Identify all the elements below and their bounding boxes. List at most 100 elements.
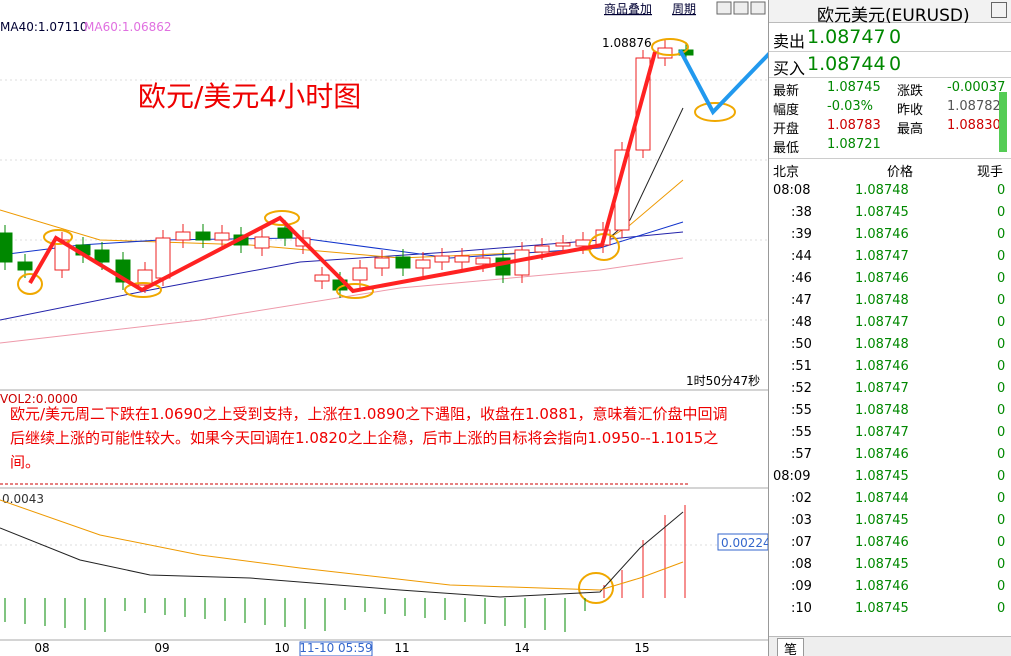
candle	[555, 242, 571, 247]
tick-time: :09	[791, 579, 812, 594]
candle	[0, 232, 13, 263]
tick-price: 1.08747	[855, 425, 909, 440]
tick-time: :47	[791, 293, 812, 308]
tick-price: 1.08748	[855, 403, 909, 418]
sell-price: 1.08747	[807, 26, 886, 48]
tick-qty: 0	[997, 293, 1006, 308]
tick-time: :55	[791, 425, 812, 440]
tick-time: :46	[791, 271, 812, 286]
tick-qty: 0	[997, 205, 1006, 220]
candle	[415, 259, 431, 269]
ma60-label: MA60:1.06862	[84, 20, 172, 34]
tick-price: 1.08746	[855, 579, 909, 594]
tick-price: 1.08746	[855, 535, 909, 550]
tick-qty: 0	[997, 403, 1006, 418]
tick-time: :39	[791, 227, 812, 242]
countdown: 1时50分47秒	[686, 374, 760, 388]
quote-panel: 欧元美元(EURUSD) 卖出 1.08747 0 买入 1.08744 0 最…	[768, 0, 1011, 656]
buy-qty: 0	[889, 53, 902, 75]
overlay-button[interactable]: 商品叠加	[604, 1, 652, 16]
stat-value: 1.08782	[947, 99, 1001, 114]
stat-label: 涨跌	[897, 84, 924, 99]
candle	[277, 227, 293, 239]
tick-qty: 0	[997, 513, 1006, 528]
tick-time: 08:09	[773, 469, 811, 484]
buy-price: 1.08744	[807, 53, 886, 75]
tick-price: 1.08745	[855, 469, 909, 484]
tick-qty: 0	[997, 227, 1006, 242]
tick-price: 1.08745	[855, 205, 909, 220]
tick-qty: 0	[997, 491, 1006, 506]
candle	[254, 236, 270, 249]
tick-price: 1.08748	[855, 183, 909, 198]
tick-price: 1.08744	[855, 491, 909, 506]
candle	[195, 231, 211, 241]
tick-time: :03	[791, 513, 812, 528]
tick-price: 1.08746	[855, 271, 909, 286]
tab[interactable]: 笔	[777, 638, 805, 656]
tick-time: :48	[791, 315, 812, 330]
x-label: 15	[634, 641, 649, 655]
tick-price: 1.08745	[855, 601, 909, 616]
tick-time: 08:08	[773, 183, 811, 198]
x-label: 10	[274, 641, 289, 655]
tick-price: 1.08746	[855, 447, 909, 462]
sell-label: 卖出	[773, 32, 806, 51]
tick-qty: 0	[997, 469, 1006, 484]
chart-area: MA40:1.07110 MA60:1.06862 商品叠加 周期 欧元/美元4…	[0, 0, 768, 656]
tick-price: 1.08745	[855, 557, 909, 572]
stat-label: 最新	[773, 84, 800, 99]
tick-price: 1.08746	[855, 359, 909, 374]
candle	[534, 245, 550, 253]
x-label: 11-10 05:59	[299, 641, 372, 655]
indicator-value: 0.00224	[721, 536, 768, 550]
tick-price: 1.08746	[855, 227, 909, 242]
period-button[interactable]: 周期	[672, 2, 696, 16]
tick-time: :55	[791, 403, 812, 418]
candle	[575, 239, 591, 247]
tick-qty: 0	[997, 315, 1006, 330]
tick-qty: 0	[997, 381, 1006, 396]
tick-qty: 0	[997, 271, 1006, 286]
tick-time: :50	[791, 337, 812, 352]
chart-title: 欧元/美元4小时图	[138, 80, 361, 113]
symbol-title: 欧元美元(EURUSD)	[817, 6, 970, 26]
stat-label: 昨收	[897, 103, 924, 118]
tick-qty: 0	[997, 579, 1006, 594]
stat-value: 1.08745	[827, 80, 881, 95]
candle	[454, 255, 470, 263]
table-header: 价格	[887, 165, 914, 180]
stat-value: -0.03%	[827, 99, 873, 114]
x-label: 09	[154, 641, 169, 655]
stat-value: 1.08830	[947, 118, 1001, 133]
vol-label: VOL2:0.0000	[0, 392, 78, 406]
tick-qty: 0	[997, 447, 1006, 462]
tick-time: :10	[791, 601, 812, 616]
sell-qty: 0	[889, 26, 902, 48]
candle	[475, 257, 491, 265]
stat-value: -0.00037	[947, 80, 1006, 95]
candle	[395, 256, 411, 269]
tick-qty: 0	[997, 601, 1006, 616]
candle	[374, 257, 390, 269]
candle	[175, 231, 191, 241]
candle	[214, 232, 230, 241]
price-tag: 1.08876	[602, 36, 652, 50]
commentary: 欧元/美元周二下跌在1.0690之上受到支持，上涨在1.0890之下遇阻，收盘在…	[10, 405, 728, 471]
tick-time: :52	[791, 381, 812, 396]
tick-time: :57	[791, 447, 812, 462]
candle	[94, 249, 110, 263]
indicator-top: 0.0043	[2, 492, 44, 506]
tick-qty: 0	[997, 359, 1006, 374]
candle	[352, 267, 368, 281]
stat-label: 最低	[773, 141, 800, 156]
tick-qty: 0	[997, 557, 1006, 572]
stat-value: 1.08721	[827, 137, 881, 152]
candle	[17, 261, 33, 271]
tick-time: :44	[791, 249, 812, 264]
tick-qty: 0	[997, 337, 1006, 352]
tick-time: :38	[791, 205, 812, 220]
table-header: 现手	[977, 165, 1004, 180]
tick-time: :08	[791, 557, 812, 572]
